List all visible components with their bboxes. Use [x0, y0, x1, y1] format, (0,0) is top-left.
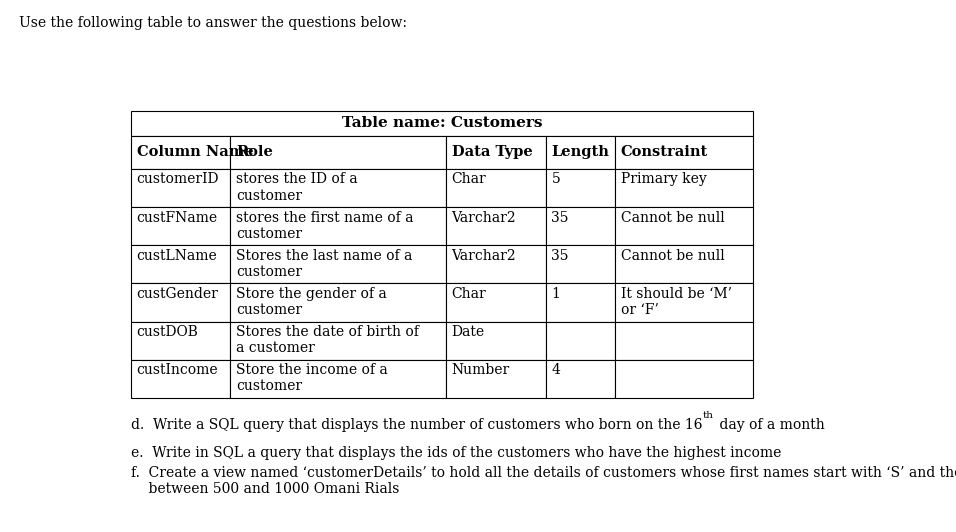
Bar: [131, 360, 230, 398]
Bar: [230, 245, 445, 284]
Bar: [131, 169, 230, 207]
Text: Varchar2: Varchar2: [451, 248, 516, 263]
Text: Length: Length: [552, 145, 609, 160]
Text: Store the income of a
customer: Store the income of a customer: [236, 363, 388, 393]
Text: e.  Write in SQL a query that displays the ids of the customers who have the hig: e. Write in SQL a query that displays th…: [131, 446, 781, 460]
Text: Column Name: Column Name: [137, 145, 253, 160]
Text: Data Type: Data Type: [451, 145, 532, 160]
Text: custLName: custLName: [137, 248, 217, 263]
Text: Cannot be null: Cannot be null: [620, 248, 725, 263]
Text: custIncome: custIncome: [137, 363, 218, 377]
Bar: [546, 245, 615, 284]
Text: d.  Write a SQL query that displays the number of customers who born on the 16: d. Write a SQL query that displays the n…: [131, 418, 702, 432]
Bar: [546, 284, 615, 321]
Bar: [131, 136, 230, 169]
Text: custFName: custFName: [137, 211, 218, 225]
Bar: [230, 169, 445, 207]
Bar: [615, 284, 753, 321]
Text: Constraint: Constraint: [620, 145, 707, 160]
Text: Stores the date of birth of
a customer: Stores the date of birth of a customer: [236, 325, 420, 355]
Text: custGender: custGender: [137, 287, 218, 301]
Bar: [445, 321, 546, 360]
Text: Primary key: Primary key: [620, 172, 706, 187]
Text: Char: Char: [451, 172, 487, 187]
Bar: [615, 169, 753, 207]
Bar: [445, 169, 546, 207]
Bar: [445, 245, 546, 284]
Bar: [131, 245, 230, 284]
Text: Use the following table to answer the questions below:: Use the following table to answer the qu…: [19, 16, 407, 30]
Bar: [230, 321, 445, 360]
Bar: [230, 360, 445, 398]
Text: Role: Role: [236, 145, 273, 160]
Text: customerID: customerID: [137, 172, 219, 187]
Text: day of a month: day of a month: [714, 418, 824, 432]
Text: custDOB: custDOB: [137, 325, 199, 339]
Bar: [230, 207, 445, 245]
Bar: [546, 169, 615, 207]
Text: th: th: [703, 411, 714, 420]
Bar: [445, 360, 546, 398]
Bar: [546, 360, 615, 398]
Text: stores the ID of a
customer: stores the ID of a customer: [236, 172, 358, 203]
Bar: [131, 111, 753, 136]
Bar: [546, 207, 615, 245]
Bar: [445, 207, 546, 245]
Text: Char: Char: [451, 287, 487, 301]
Text: Store the gender of a
customer: Store the gender of a customer: [236, 287, 387, 317]
Text: Table name: Customers: Table name: Customers: [341, 117, 542, 130]
Bar: [615, 207, 753, 245]
Bar: [615, 321, 753, 360]
Bar: [131, 207, 230, 245]
Bar: [445, 284, 546, 321]
Text: Varchar2: Varchar2: [451, 211, 516, 225]
Text: Number: Number: [451, 363, 510, 377]
Text: 5: 5: [552, 172, 560, 187]
Bar: [615, 136, 753, 169]
Text: f.  Create a view named ‘customerDetails’ to hold all the details of customers w: f. Create a view named ‘customerDetails’…: [131, 466, 956, 496]
Text: 4: 4: [552, 363, 560, 377]
Bar: [131, 284, 230, 321]
Text: stores the first name of a
customer: stores the first name of a customer: [236, 211, 414, 241]
Text: th: th: [703, 411, 714, 420]
Bar: [546, 136, 615, 169]
Text: It should be ‘M’
or ‘F’: It should be ‘M’ or ‘F’: [620, 287, 731, 317]
Bar: [230, 136, 445, 169]
Text: Date: Date: [451, 325, 485, 339]
Bar: [230, 284, 445, 321]
Bar: [615, 360, 753, 398]
Text: 1: 1: [552, 287, 560, 301]
Text: Cannot be null: Cannot be null: [620, 211, 725, 225]
Bar: [546, 321, 615, 360]
Text: Stores the last name of a
customer: Stores the last name of a customer: [236, 248, 413, 279]
Text: 35: 35: [552, 248, 569, 263]
Bar: [615, 245, 753, 284]
Bar: [131, 321, 230, 360]
Text: 35: 35: [552, 211, 569, 225]
Bar: [445, 136, 546, 169]
